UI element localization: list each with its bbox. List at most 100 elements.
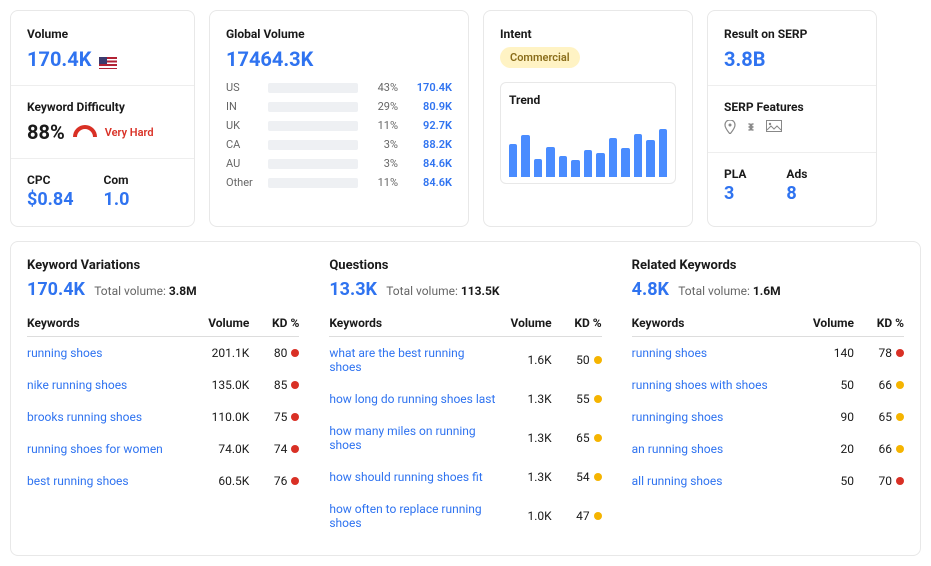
row-volume: 1.3K bbox=[497, 392, 552, 406]
table-row: brooks running shoes110.0K75 bbox=[27, 401, 299, 433]
country-row: UK 11% 92.7K bbox=[226, 119, 452, 132]
header-kd: KD % bbox=[854, 316, 904, 330]
table-row: how many miles on running shoes1.3K65 bbox=[329, 415, 601, 461]
row-volume: 60.5K bbox=[194, 474, 249, 488]
trend-bar bbox=[621, 148, 629, 177]
related-col: Related Keywords 4.8K Total volume: 1.6M… bbox=[632, 258, 904, 539]
keyword-link[interactable]: runninging shoes bbox=[632, 410, 799, 424]
header-volume: Volume bbox=[194, 316, 249, 330]
variations-count: 170.4K bbox=[27, 279, 85, 300]
row-kd: 85 bbox=[249, 378, 299, 392]
serp-features-label: SERP Features bbox=[724, 100, 860, 114]
country-vol: 92.7K bbox=[408, 119, 452, 132]
row-kd: 75 bbox=[249, 410, 299, 424]
kd-dot-icon bbox=[896, 477, 904, 485]
country-code: CA bbox=[226, 138, 258, 151]
variations-total: Total volume: 3.8M bbox=[94, 284, 196, 298]
country-pct: 11% bbox=[368, 119, 398, 132]
country-vol: 84.6K bbox=[408, 157, 452, 170]
trend-bar bbox=[646, 140, 654, 177]
trend-bar bbox=[521, 135, 529, 177]
keyword-link[interactable]: how long do running shoes last bbox=[329, 392, 496, 406]
row-volume: 110.0K bbox=[194, 410, 249, 424]
keyword-link[interactable]: how many miles on running shoes bbox=[329, 424, 496, 452]
country-vol: 88.2K bbox=[408, 138, 452, 151]
trend-bar bbox=[584, 150, 592, 177]
row-volume: 50 bbox=[799, 474, 854, 488]
header-keywords: Keywords bbox=[632, 316, 799, 330]
intent-label: Intent bbox=[500, 27, 676, 41]
intent-trend-card: Intent Commercial Trend bbox=[483, 10, 693, 227]
kd-dot-icon bbox=[896, 445, 904, 453]
keyword-link[interactable]: how should running shoes fit bbox=[329, 470, 496, 484]
country-pct: 3% bbox=[368, 138, 398, 151]
kd-level: Very Hard bbox=[105, 126, 154, 139]
trend-bar bbox=[634, 134, 642, 177]
serp-label: Result on SERP bbox=[724, 27, 860, 41]
row-kd: 65 bbox=[552, 431, 602, 445]
trend-bar bbox=[659, 129, 667, 177]
kd-dot-icon bbox=[291, 381, 299, 389]
keyword-link[interactable]: brooks running shoes bbox=[27, 410, 194, 424]
questions-total: Total volume: 113.5K bbox=[386, 284, 499, 298]
variations-col: Keyword Variations 170.4K Total volume: … bbox=[27, 258, 299, 539]
table-row: running shoes201.1K80 bbox=[27, 337, 299, 369]
country-vol: 80.9K bbox=[408, 100, 452, 113]
cpc-label: CPC bbox=[27, 173, 74, 187]
trend-bar bbox=[571, 160, 579, 177]
kd-dot-icon bbox=[896, 381, 904, 389]
com-block: Com 1.0 bbox=[104, 173, 130, 210]
kd-dot-icon bbox=[291, 477, 299, 485]
pla-value: 3 bbox=[724, 183, 746, 204]
row-kd: 76 bbox=[249, 474, 299, 488]
keyword-link[interactable]: an running shoes bbox=[632, 442, 799, 456]
country-bar-track bbox=[268, 140, 358, 150]
country-pct: 11% bbox=[368, 176, 398, 189]
country-code: Other bbox=[226, 176, 258, 189]
country-pct: 29% bbox=[368, 100, 398, 113]
ads-value: 8 bbox=[786, 183, 807, 204]
kd-dot-icon bbox=[594, 473, 602, 481]
variations-title: Keyword Variations bbox=[27, 258, 299, 273]
com-value: 1.0 bbox=[104, 189, 130, 210]
row-kd: 78 bbox=[854, 346, 904, 360]
keyword-link[interactable]: running shoes bbox=[632, 346, 799, 360]
table-row: best running shoes60.5K76 bbox=[27, 465, 299, 497]
country-code: AU bbox=[226, 157, 258, 170]
kd-dot-icon bbox=[594, 512, 602, 520]
trend-bar bbox=[509, 144, 517, 177]
keyword-link[interactable]: all running shoes bbox=[632, 474, 799, 488]
row-kd: 55 bbox=[552, 392, 602, 406]
header-volume: Volume bbox=[497, 316, 552, 330]
keyword-link[interactable]: best running shoes bbox=[27, 474, 194, 488]
questions-count: 13.3K bbox=[329, 279, 377, 300]
country-row: IN29%80.9K bbox=[226, 100, 452, 113]
keyword-link[interactable]: running shoes bbox=[27, 346, 194, 360]
keyword-link[interactable]: running shoes for women bbox=[27, 442, 194, 456]
questions-title: Questions bbox=[329, 258, 601, 273]
volume-label: Volume bbox=[27, 27, 178, 41]
kd-dot-icon bbox=[896, 349, 904, 357]
row-kd: 54 bbox=[552, 470, 602, 484]
header-kd: KD % bbox=[552, 316, 602, 330]
table-row: how should running shoes fit1.3K54 bbox=[329, 461, 601, 493]
global-volume-value: 17464.3K bbox=[226, 47, 452, 71]
country-code: UK bbox=[226, 119, 258, 132]
trend-label: Trend bbox=[509, 93, 667, 107]
trend-bar bbox=[596, 153, 604, 177]
country-code: US bbox=[226, 81, 258, 94]
row-kd: 50 bbox=[552, 353, 602, 367]
keyword-link[interactable]: what are the best running shoes bbox=[329, 346, 496, 374]
questions-col: Questions 13.3K Total volume: 113.5K Key… bbox=[329, 258, 601, 539]
row-kd: 74 bbox=[249, 442, 299, 456]
country-pct: 3% bbox=[368, 157, 398, 170]
difficulty-gauge-icon bbox=[73, 125, 97, 139]
keyword-link[interactable]: nike running shoes bbox=[27, 378, 194, 392]
sitelinks-icon bbox=[744, 120, 758, 138]
country-row: AU 3% 84.6K bbox=[226, 157, 452, 170]
volume-value-row: 170.4K bbox=[27, 47, 178, 71]
table-row: running shoes for women74.0K74 bbox=[27, 433, 299, 465]
keyword-link[interactable]: running shoes with shoes bbox=[632, 378, 799, 392]
kd-dot-icon bbox=[291, 413, 299, 421]
ads-block: Ads 8 bbox=[786, 167, 807, 204]
